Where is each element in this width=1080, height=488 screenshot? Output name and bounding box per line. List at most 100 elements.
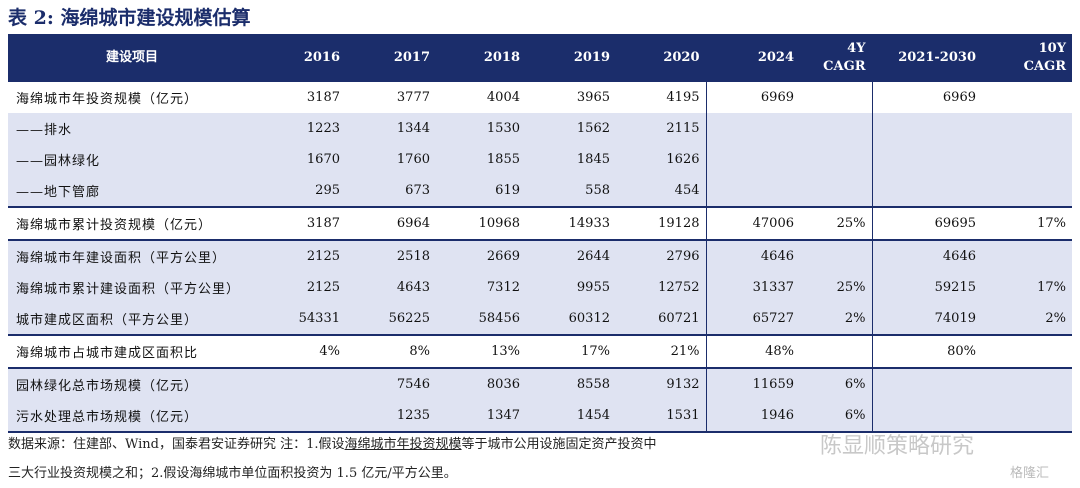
- table-cell: 4646: [871, 239, 982, 272]
- table-title: 表 2: 海绵城市建设规模估算: [8, 7, 251, 29]
- table-cell: 558: [526, 175, 616, 207]
- table-cell: 6964: [346, 206, 436, 240]
- table-cell: 25%: [800, 206, 872, 240]
- row-label: 城市建成区面积（平方公里）: [8, 303, 256, 335]
- table-cell: 2125: [256, 239, 346, 272]
- table-cell: 2%: [800, 303, 872, 335]
- table-cell: [800, 175, 872, 207]
- table-cell: [800, 113, 872, 144]
- table-cell: [256, 400, 346, 433]
- table-cell: 56225: [346, 303, 436, 335]
- table-cell: [871, 144, 982, 175]
- row-label: 海绵城市占城市建成区面积比: [8, 334, 256, 368]
- table-cell: 2125: [256, 272, 346, 303]
- header-2019: 2019: [573, 50, 610, 65]
- table-cell: 1454: [526, 400, 616, 433]
- row-label: ——园林绿化: [8, 144, 256, 175]
- table-cell: [982, 334, 1072, 368]
- data-table: 建设项目 2016 2017 2018 2019 2020 2024 4Y CAG…: [8, 34, 1072, 433]
- table-cell: [256, 367, 346, 400]
- table-row: 海绵城市累计投资规模（亿元） 3187 6964 10968 14933 19128 470…: [8, 206, 1072, 240]
- table-cell: [800, 334, 872, 368]
- header-2024: 2024: [705, 34, 800, 82]
- table-cell: 673: [346, 175, 436, 207]
- table-cell: [705, 113, 800, 144]
- table-cell: 2669: [436, 239, 526, 272]
- row-label: 海绵城市年建设面积（平方公里）: [8, 239, 256, 272]
- table-cell: 12752: [616, 272, 706, 303]
- table-cell: 4%: [256, 334, 346, 368]
- table-cell: 17%: [982, 272, 1072, 303]
- table-cell: 47006: [705, 206, 800, 240]
- header-2021-2030: 2021-2030: [871, 34, 982, 82]
- footnote-line-2: 三大行业投资规模之和；2.假设海绵城市单位面积投资为 1.5 亿元/平方公里。: [8, 466, 457, 481]
- table-cell: 6%: [800, 367, 872, 400]
- table-cell: 454: [616, 175, 706, 207]
- table-cell: 1344: [346, 113, 436, 144]
- table-cell: 2644: [526, 239, 616, 272]
- table-cell: 1347: [436, 400, 526, 433]
- header-label: 建设项目: [105, 50, 158, 65]
- table-cell: 3187: [256, 206, 346, 240]
- header-4y-cagr: 4Y CAGR: [823, 41, 866, 74]
- table-cell: 80%: [871, 334, 982, 368]
- table-row: ——地下管廊 295 673 619 558 454: [8, 175, 1072, 207]
- table-cell: 4195: [616, 82, 706, 113]
- table-cell: [705, 175, 800, 207]
- table-cell: [871, 113, 982, 144]
- table-cell: 13%: [436, 334, 526, 368]
- watermark-text: 陈显顺策略研究: [820, 434, 975, 459]
- table-cell: 9132: [616, 367, 706, 400]
- table-row: ——排水 1223 1344 1530 1562 2115: [8, 113, 1072, 144]
- table-cell: [800, 82, 872, 113]
- table-cell: 1855: [436, 144, 526, 175]
- table-cell: 3777: [346, 82, 436, 113]
- table-cell: 17%: [526, 334, 616, 368]
- table-cell: 58456: [436, 303, 526, 335]
- table-cell: 619: [436, 175, 526, 207]
- table-cell: 31337: [705, 272, 800, 303]
- row-label: 海绵城市累计投资规模（亿元）: [8, 206, 256, 240]
- table-cell: 1760: [346, 144, 436, 175]
- table-row: 污水处理总市场规模（亿元） 1235 1347 1454 1531 1946 6%: [8, 400, 1072, 433]
- table-cell: [982, 367, 1072, 400]
- table-cell: 1562: [526, 113, 616, 144]
- table-cell: 1223: [256, 113, 346, 144]
- table-cell: 10968: [436, 206, 526, 240]
- table-row: 城市建成区面积（平方公里） 54331 56225 58456 60312 60721 65…: [8, 303, 1072, 335]
- table-cell: 295: [256, 175, 346, 207]
- table-row: 园林绿化总市场规模（亿元） 7546 8036 8558 9132 11659 6%: [8, 367, 1072, 400]
- table-cell: 1531: [616, 400, 706, 433]
- header-10y-cagr: 10Y CAGR: [1023, 41, 1066, 74]
- table-row: ——园林绿化 1670 1760 1855 1845 1626: [8, 144, 1072, 175]
- header-2016: 2016: [303, 50, 340, 65]
- table-cell: 54331: [256, 303, 346, 335]
- watermark-logo-text: 格隆汇: [1010, 466, 1050, 481]
- table-cell: 3187: [256, 82, 346, 113]
- table-cell: [871, 367, 982, 400]
- table-cell: 7312: [436, 272, 526, 303]
- table-cell: 65727: [705, 303, 800, 335]
- table-cell: 1946: [705, 400, 800, 433]
- table-cell: 14933: [526, 206, 616, 240]
- table-cell: [705, 144, 800, 175]
- table-cell: 6%: [800, 400, 872, 433]
- table-row: 海绵城市累计建设面积（平方公里） 2125 4643 7312 9955 12752 313…: [8, 272, 1072, 303]
- header-2017: 2017: [393, 50, 430, 65]
- table-cell: 2115: [616, 113, 706, 144]
- row-label: 园林绿化总市场规模（亿元）: [8, 367, 256, 400]
- table-cell: [982, 113, 1072, 144]
- table-cell: 21%: [616, 334, 706, 368]
- table-cell: 1670: [256, 144, 346, 175]
- row-label: ——排水: [8, 113, 256, 144]
- table-cell: 60721: [616, 303, 706, 335]
- table-row: 海绵城市年建设面积（平方公里） 2125 2518 2669 2644 2796 4646 4…: [8, 239, 1072, 272]
- table-row: 海绵城市占城市建成区面积比 4% 8% 13% 17% 21% 48% 80%: [8, 334, 1072, 368]
- table-cell: [982, 400, 1072, 433]
- table-cell: 11659: [705, 367, 800, 400]
- table-cell: 1626: [616, 144, 706, 175]
- table-cell: 9955: [526, 272, 616, 303]
- table-cell: 1530: [436, 113, 526, 144]
- table-cell: 2%: [982, 303, 1072, 335]
- table-cell: [800, 239, 872, 272]
